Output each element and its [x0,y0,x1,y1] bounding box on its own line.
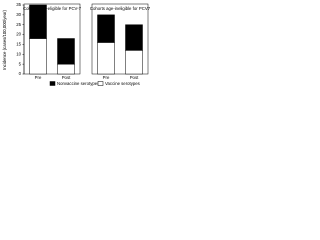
bar-segment [29,38,47,75]
y-tick-label: 35 [16,2,21,7]
bar-segment [125,24,143,51]
bar-segment [29,4,47,39]
panel-title: Cohorts age-eligible for PCV-7 [23,6,82,11]
x-tick-label: Post [62,75,71,80]
panel-frame [23,3,81,75]
legend-swatch [49,81,56,86]
x-tick-label: Post [130,75,139,80]
bar-segment [97,42,115,75]
y-tick-label: 30 [16,12,21,17]
y-tick-label: 20 [16,32,21,37]
y-tick-label: 0 [19,71,22,76]
bar-segment [57,38,75,65]
bar-segment [57,63,75,75]
y-tick-label: 25 [16,22,21,27]
panel-frame [91,3,149,75]
legend-swatch [97,81,104,86]
panel-title: Cohorts age-ineligible for PCV7 [90,6,150,11]
y-tick-label: 5 [19,61,22,66]
legend-label: Nonvaccine serotypes [57,81,99,86]
y-axis-label: Incidence (cases/100,000/year) [2,9,7,70]
y-tick-label: 10 [16,51,21,56]
legend-label: Vaccine serotypes [105,81,140,86]
bar-segment [97,14,115,43]
x-tick-label: Pre [35,75,42,80]
x-tick-label: Pre [103,75,110,80]
bar-segment [125,50,143,75]
y-tick-label: 15 [16,42,21,47]
chart: Incidence (cases/100,000/year) 0 5 10 15 20 2… [2,2,150,86]
